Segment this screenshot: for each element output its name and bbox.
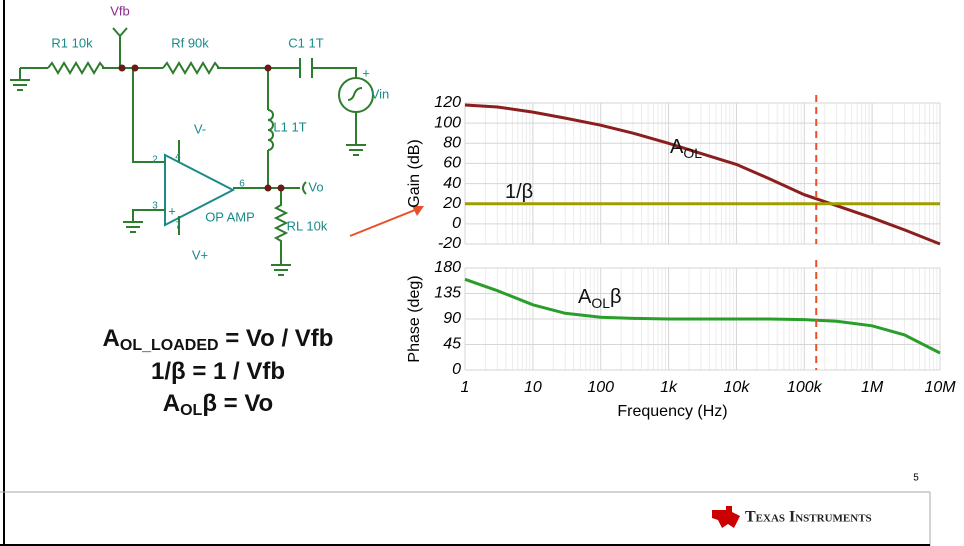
- schematic-label: 3: [152, 201, 158, 212]
- label-text: 1/β = 1 / Vfb: [151, 358, 285, 385]
- label-text: A: [103, 325, 120, 352]
- x-tick-label: 100k: [787, 379, 823, 396]
- x-tick-label: 100: [587, 379, 614, 396]
- schematic-label: Vin: [371, 86, 390, 101]
- schematic-label: 2: [152, 155, 158, 166]
- schematic-label: V+: [192, 247, 208, 262]
- label-text: A: [670, 136, 684, 158]
- label: 1/β: [505, 181, 533, 203]
- schematic-label: +: [168, 203, 176, 218]
- y-axis-label: Gain (dB): [406, 139, 423, 207]
- schematic-label: Rf 90k: [171, 35, 209, 50]
- y-tick-label: 100: [434, 114, 461, 131]
- schematic-label: +: [362, 65, 370, 80]
- schematic-label: 4: [175, 152, 181, 163]
- y-tick-label: 60: [443, 155, 461, 172]
- schematic: [10, 27, 374, 276]
- series-line: [464, 103, 941, 246]
- y-tick-label: 180: [434, 259, 461, 276]
- schematic-label: R1 10k: [51, 35, 93, 50]
- label: AOLβ: [578, 286, 622, 310]
- x-tick-label: 10: [524, 379, 542, 396]
- y-tick-label: 90: [443, 310, 461, 327]
- schematic-label: Vo: [308, 179, 323, 194]
- x-tick-label: 10M: [924, 379, 956, 396]
- arrowhead: [412, 206, 424, 216]
- y-tick-label: 80: [443, 135, 461, 152]
- label-sub: OL_LOADED: [120, 337, 219, 354]
- y-axis-label: Phase (deg): [406, 275, 423, 362]
- schematic-label: 6: [239, 179, 245, 190]
- label-sub: OL: [180, 402, 202, 419]
- label: AOL_LOADED = Vo / Vfb: [103, 325, 334, 354]
- schematic-label: OP AMP: [205, 209, 255, 224]
- y-tick-label: 0: [452, 215, 461, 232]
- label-tail: = Vo / Vfb: [219, 325, 334, 352]
- label-tail: β: [610, 286, 622, 308]
- series-line: [464, 277, 941, 355]
- arrow: [349, 207, 421, 237]
- label: AOLβ = Vo: [163, 390, 273, 419]
- label-tail: β = Vo: [202, 390, 273, 417]
- y-tick-label: 20: [442, 195, 461, 212]
- y-tick-label: 0: [452, 361, 461, 378]
- x-axis-label: Frequency (Hz): [617, 403, 727, 420]
- x-tick-label: 1k: [660, 379, 678, 396]
- x-tick-label: 1: [461, 379, 470, 396]
- label-sub: OL: [683, 145, 702, 161]
- x-tick-label: 10k: [724, 379, 751, 396]
- x-tick-label: 1M: [861, 379, 884, 396]
- label: AOL: [670, 136, 702, 160]
- schematic-label: L1 1T: [273, 119, 306, 134]
- label-text: A: [163, 390, 180, 417]
- y-tick-label: -20: [438, 235, 461, 252]
- label-text: 1/β: [505, 181, 533, 203]
- schematic-label: RL 10k: [287, 218, 328, 233]
- page-number: 5: [913, 473, 919, 484]
- label-sub: OL: [591, 295, 610, 311]
- y-tick-label: 40: [443, 175, 461, 192]
- schematic-label: V-: [194, 121, 206, 136]
- label: 1/β = 1 / Vfb: [151, 358, 285, 385]
- y-tick-label: 135: [434, 285, 461, 302]
- schematic-label: C1 1T: [288, 35, 323, 50]
- ti-logo: [712, 506, 740, 528]
- schematic-label: 7: [175, 221, 181, 232]
- schematic-label: Vfb: [110, 3, 130, 18]
- y-tick-label: 120: [434, 94, 461, 111]
- y-tick-label: 45: [443, 336, 461, 353]
- label-text: A: [578, 286, 592, 308]
- brand: Texas Instruments: [745, 509, 872, 526]
